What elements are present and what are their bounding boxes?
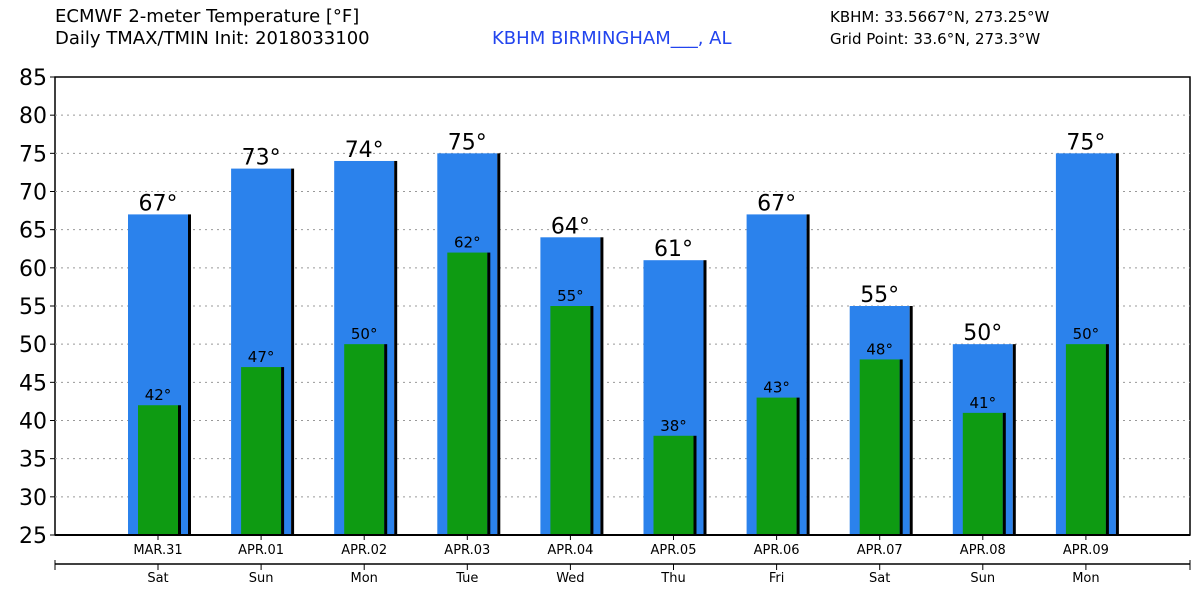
x-tick-label: APR.05	[651, 543, 697, 558]
tmin-bar	[756, 397, 797, 535]
tmin-bar	[447, 252, 488, 536]
station-name: KBHM BIRMINGHAM___, AL	[492, 28, 732, 49]
tmin-bar	[344, 344, 385, 535]
tmax-label: 75°	[1066, 130, 1105, 155]
tmin-label: 62°	[454, 234, 481, 252]
x-tick-label: APR.07	[857, 543, 903, 558]
tmin-label: 47°	[248, 348, 275, 366]
weekday-label: Sat	[147, 571, 168, 586]
weekday-label: Wed	[556, 571, 584, 586]
tmax-label: 75°	[448, 130, 487, 155]
chart-title: ECMWF 2-meter Temperature [°F]	[55, 6, 360, 27]
tmax-bar-shadow	[188, 214, 191, 535]
x-tick-label: APR.01	[238, 543, 284, 558]
x-tick-label: APR.04	[547, 543, 593, 558]
x-tick-label: APR.06	[754, 543, 800, 558]
y-tick-label: 85	[19, 66, 47, 91]
tmax-bar-shadow	[600, 237, 604, 536]
tmin-label: 43°	[763, 379, 790, 397]
tmax-bar-shadow	[909, 306, 913, 535]
x-tick-label: APR.02	[341, 543, 387, 558]
tmin-bar-shadow	[693, 435, 697, 535]
y-tick-label: 75	[19, 142, 47, 167]
y-tick-label: 40	[19, 410, 47, 435]
tmin-bar-shadow	[281, 367, 285, 535]
weekday-label: Sun	[970, 571, 995, 586]
tmin-bar	[1065, 344, 1106, 535]
weekday-label: Fri	[769, 571, 785, 586]
weekday-label: Thu	[660, 571, 685, 586]
tmin-label: 48°	[866, 340, 893, 358]
tmin-bar-shadow	[178, 405, 181, 535]
tmax-label: 50°	[963, 321, 1002, 346]
tmin-label: 38°	[660, 417, 687, 435]
plot-area	[54, 76, 1191, 536]
tmax-label: 55°	[860, 283, 899, 308]
weekday-label: Mon	[350, 571, 377, 586]
x-tick-label: MAR.31	[133, 543, 182, 558]
station-coords: KBHM: 33.5667°N, 273.25°W	[830, 8, 1050, 26]
tmax-bar-shadow	[703, 260, 707, 535]
tmax-label: 73°	[242, 146, 281, 171]
y-tick-label: 60	[19, 257, 47, 282]
tmin-bar	[962, 412, 1003, 535]
tmax-label: 74°	[345, 138, 384, 163]
tmax-label: 64°	[551, 214, 590, 239]
y-tick-label: 70	[19, 181, 47, 206]
weekday-label: Sat	[869, 571, 890, 586]
tmax-label: 61°	[654, 237, 693, 262]
x-tick-label: APR.08	[960, 543, 1006, 558]
grid-point: Grid Point: 33.6°N, 273.3°W	[830, 30, 1041, 48]
tmin-bar-shadow	[1105, 344, 1109, 535]
weekday-label: Tue	[455, 571, 478, 586]
tmax-bar-shadow	[1115, 153, 1119, 536]
y-tick-label: 50	[19, 333, 47, 358]
tmax-label: 67°	[757, 191, 796, 216]
tmin-bar-shadow	[590, 306, 594, 535]
tmin-bar	[241, 367, 282, 535]
tmax-label: 67°	[139, 191, 178, 216]
weekday-label: Mon	[1072, 571, 1099, 586]
tmin-bar-shadow	[796, 397, 800, 535]
y-tick-label: 65	[19, 219, 47, 244]
y-tick-label: 25	[19, 524, 47, 549]
tmin-bar	[859, 359, 900, 535]
tmin-bar	[653, 435, 694, 535]
tmin-label: 50°	[1073, 325, 1100, 343]
tmax-bar-shadow	[394, 160, 398, 535]
y-tick-label: 80	[19, 104, 47, 129]
tmax-bar-shadow	[497, 153, 501, 536]
y-tick-label: 45	[19, 371, 47, 396]
weekday-label: Sun	[249, 571, 274, 586]
y-tick-label: 55	[19, 295, 47, 320]
y-tick-label: 35	[19, 448, 47, 473]
tmin-label: 41°	[970, 394, 997, 412]
tmin-bar	[138, 405, 178, 535]
tmin-bar-shadow	[1002, 412, 1006, 535]
tmax-bar-shadow	[806, 214, 810, 535]
tmin-bar-shadow	[487, 252, 491, 536]
tmax-bar-shadow	[291, 168, 295, 535]
x-tick-label: APR.09	[1063, 543, 1109, 558]
tmax-bar-shadow	[1012, 344, 1016, 535]
x-tick-label: APR.03	[444, 543, 490, 558]
tmin-bar	[550, 306, 591, 535]
chart-subtitle: Daily TMAX/TMIN Init: 2018033100	[55, 28, 370, 49]
tmin-label: 55°	[557, 287, 584, 305]
tmin-label: 42°	[145, 386, 172, 404]
y-tick-label: 30	[19, 486, 47, 511]
tmin-bar-shadow	[899, 359, 903, 535]
tmin-bar-shadow	[384, 344, 388, 535]
tmin-label: 50°	[351, 325, 378, 343]
